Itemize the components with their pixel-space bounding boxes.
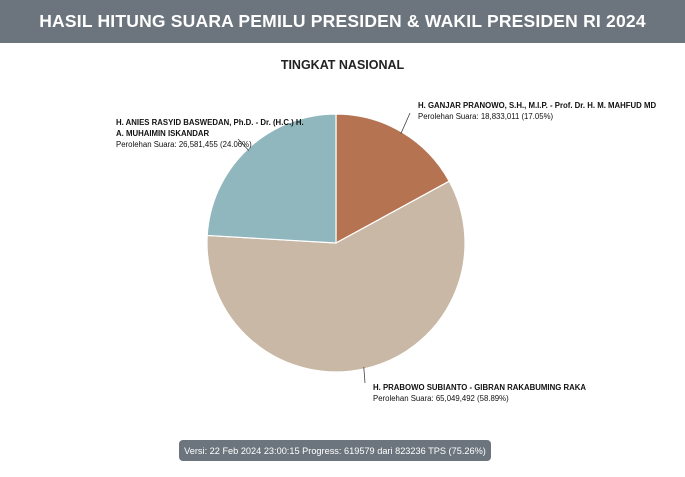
leader-line-anies (237, 138, 250, 151)
leader-line-ganjar (400, 112, 411, 134)
candidate-name-prabowo: H. PRABOWO SUBIANTO - GIBRAN RAKABUMING … (373, 383, 586, 392)
chart-title: TINGKAT NASIONAL (280, 58, 405, 72)
votes-anies: Perolehan Suara: 26,581,455 (24.06%) (116, 140, 252, 149)
votes-prabowo: Perolehan Suara: 65,049,492 (58.89%) (373, 394, 509, 403)
votes-ganjar: Perolehan Suara: 18,833,011 (17.05%) (418, 112, 554, 121)
page-header: HASIL HITUNG SUARA PEMILU PRESIDEN & WAK… (0, 0, 685, 43)
leader-line-prabowo (363, 366, 366, 384)
candidate-name-anies-line2: A. MUHAIMIN ISKANDAR (116, 129, 210, 138)
page-title: HASIL HITUNG SUARA PEMILU PRESIDEN & WAK… (39, 11, 646, 31)
version-progress-text: Versi: 22 Feb 2024 23:00:15 Progress: 61… (184, 445, 486, 456)
label-prabowo: H. PRABOWO SUBIANTO - GIBRAN RAKABUMING … (373, 382, 586, 404)
label-anies: H. ANIES RASYID BASWEDAN, Ph.D. - Dr. (H… (116, 117, 304, 150)
label-ganjar: H. GANJAR PRANOWO, S.H., M.I.P. - Prof. … (418, 100, 656, 122)
version-progress-badge: Versi: 22 Feb 2024 23:00:15 Progress: 61… (179, 440, 491, 461)
candidate-name-ganjar: H. GANJAR PRANOWO, S.H., M.I.P. - Prof. … (418, 101, 657, 110)
candidate-name-anies-line1: H. ANIES RASYID BASWEDAN, Ph.D. - Dr. (H… (116, 118, 304, 127)
